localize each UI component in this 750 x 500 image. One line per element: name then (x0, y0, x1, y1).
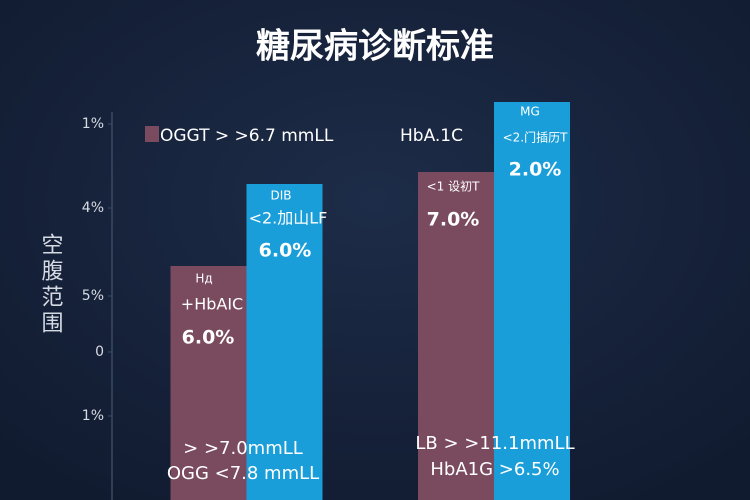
annotation: <1 设初T (427, 180, 481, 194)
annotation: <2.加山LF (249, 209, 328, 228)
annotation: +HbAIC (181, 295, 243, 314)
annotation: OGG <7.8 mmLL (167, 463, 319, 484)
y-tick-label: 5% (82, 288, 104, 304)
bar (418, 172, 494, 500)
legend-label: HbA.1C (400, 126, 463, 146)
annotation: HbA1G >6.5% (430, 459, 559, 480)
annotation: 7.0% (427, 209, 480, 231)
y-tick-label: 4% (82, 200, 104, 216)
annotation: DIB (270, 189, 291, 203)
bar (246, 184, 323, 500)
annotation: Hд (195, 272, 212, 286)
annotation: 2.0% (509, 159, 562, 181)
chart-title: 糖尿病诊断标准 (256, 27, 494, 67)
annotation: <2.门插历T (503, 130, 569, 145)
annotation: LB > >11.1mmLL (415, 433, 574, 454)
annotation: 6.0% (182, 327, 235, 349)
annotation: MG (520, 105, 540, 119)
bar (494, 102, 570, 500)
y-tick-label: 1% (82, 408, 104, 424)
annotation: 6.0% (259, 240, 312, 262)
annotation: > >7.0mmLL (183, 438, 303, 459)
legend-label: OGGT > >6.7 mmLL (160, 126, 334, 146)
legend-swatch (145, 126, 159, 142)
y-axis-label: 空腹范围 (38, 233, 64, 337)
y-tick-label: 0 (95, 344, 104, 360)
y-tick-label: 1% (82, 116, 104, 132)
bar (170, 266, 247, 500)
